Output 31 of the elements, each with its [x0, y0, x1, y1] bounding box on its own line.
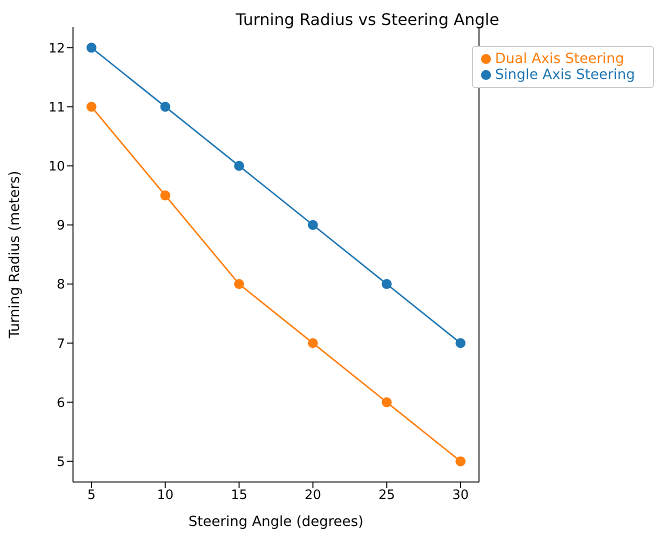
- x-tick-label: 30: [452, 488, 469, 504]
- point: [86, 102, 96, 112]
- x-axis-title: Steering Angle (degrees): [188, 514, 364, 530]
- x-tick-label: 25: [378, 488, 395, 504]
- x-tick-label: 10: [157, 488, 174, 504]
- point: [234, 279, 244, 290]
- point: [160, 102, 170, 112]
- y-tick-label: 11: [48, 100, 65, 116]
- y-tick-label: 12: [48, 41, 65, 56]
- legend-label: Dual Axis Steering: [495, 51, 624, 67]
- point: [160, 190, 170, 200]
- point: [382, 279, 392, 290]
- point: [456, 338, 466, 348]
- y-tick-label: 10: [48, 159, 65, 174]
- point: [308, 220, 318, 230]
- x-tick-label: 5: [87, 488, 96, 504]
- x-tick-label: 20: [304, 488, 322, 504]
- y-tick-label: 7: [56, 336, 65, 352]
- point: [456, 456, 466, 466]
- y-axis-title: Turning Radius (meters): [6, 170, 23, 340]
- y-tick-label: 5: [56, 454, 65, 470]
- legend-label: Single Axis Steering: [495, 67, 635, 83]
- y-tick-label: 8: [56, 278, 65, 293]
- point: [234, 160, 244, 171]
- point: [382, 397, 392, 408]
- point: [86, 42, 96, 53]
- point: [308, 338, 318, 348]
- x-tick-label: 15: [230, 488, 248, 504]
- y-tick-label: 9: [56, 218, 65, 234]
- chart-title: Turning Radius vs Steering Angle: [234, 10, 500, 29]
- y-tick-label: 6: [56, 396, 65, 411]
